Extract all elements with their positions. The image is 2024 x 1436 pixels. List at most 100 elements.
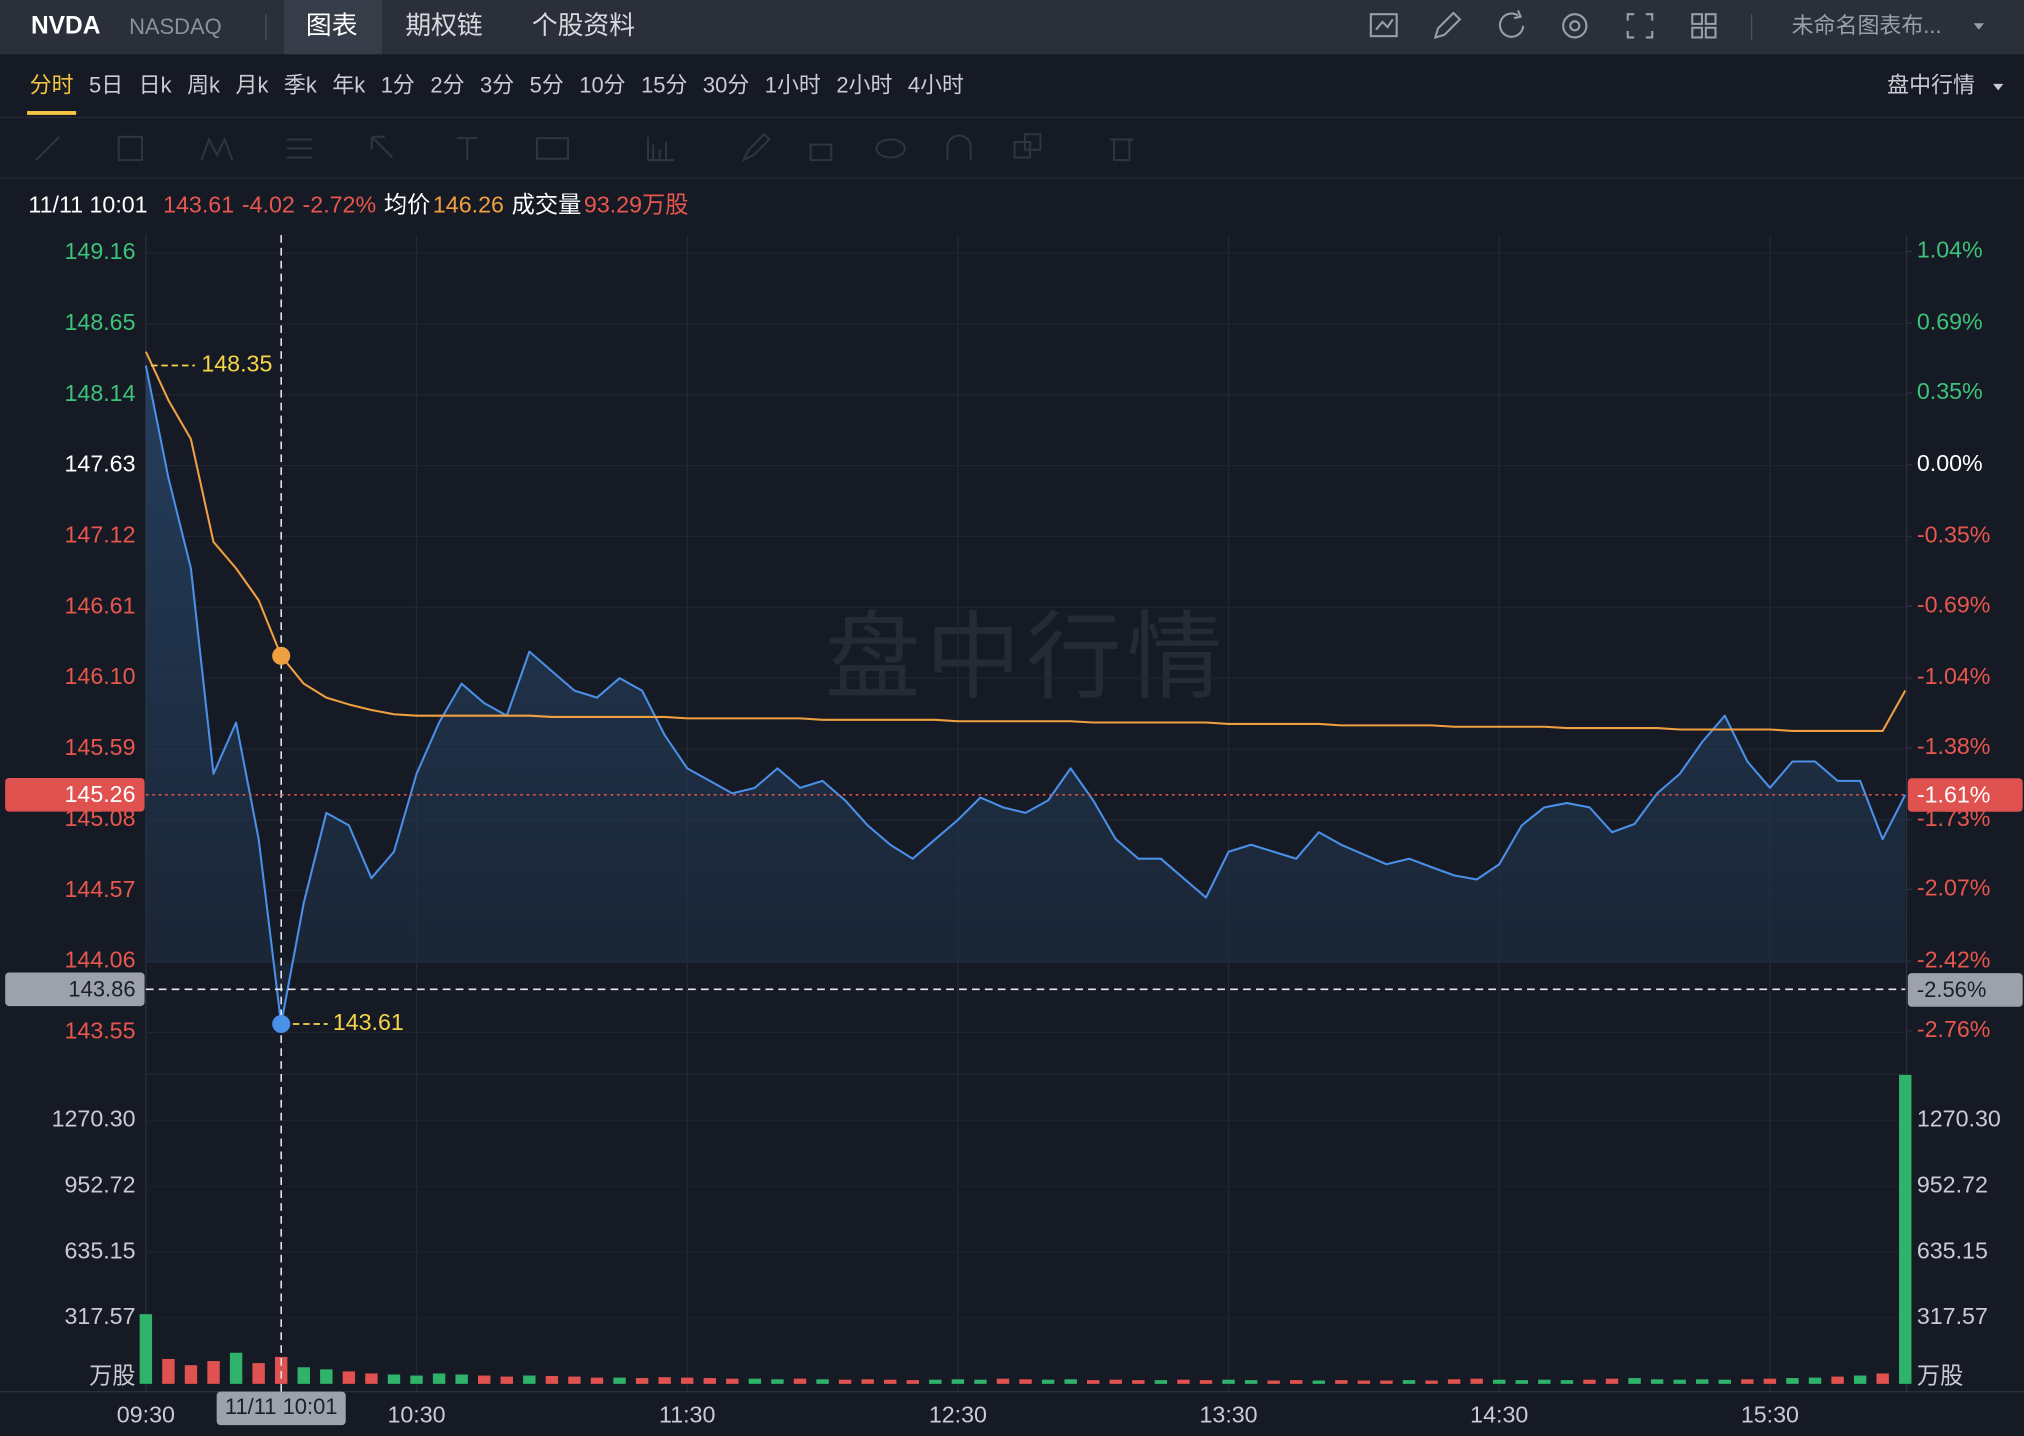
- x-tick-label: 14:30: [1470, 1401, 1528, 1427]
- period-button[interactable]: 季k: [284, 72, 317, 97]
- last-price-label: 145.26: [65, 781, 136, 807]
- last-price-box: [5, 778, 145, 812]
- tab[interactable]: 期权链: [405, 11, 483, 40]
- tool-fib[interactable]: [286, 138, 313, 159]
- volume-bar: [1357, 1380, 1371, 1384]
- layout-name[interactable]: 未命名图表布...: [1792, 13, 1942, 38]
- tool-clone-part: [1023, 133, 1042, 151]
- tool-line[interactable]: [35, 136, 61, 161]
- volume-bar: [816, 1379, 829, 1384]
- y2-tick-label: 952.72: [1917, 1171, 1988, 1197]
- last-pct-box: [1907, 778, 2023, 812]
- period-button[interactable]: 5分: [530, 72, 564, 97]
- y-tick-label: 952.72: [65, 1171, 136, 1197]
- x-tick-label: 10:30: [387, 1401, 445, 1427]
- volume-bar: [838, 1379, 852, 1384]
- volume-bar: [1763, 1378, 1777, 1384]
- period-button[interactable]: 周k: [187, 72, 220, 97]
- period-button[interactable]: 日k: [139, 72, 172, 97]
- tool-note[interactable]: [535, 137, 569, 160]
- symbol: NVDA: [31, 13, 101, 40]
- icon-refresh[interactable]: [1498, 9, 1525, 38]
- info-item: 93.29万股: [584, 192, 689, 218]
- y-tick-label: 149.16: [65, 238, 136, 264]
- icon-draw[interactable]: [1433, 11, 1462, 39]
- period-button[interactable]: 2小时: [836, 72, 892, 97]
- volume-bar: [410, 1375, 423, 1384]
- volume-unit: 万股: [1917, 1363, 1963, 1389]
- y-tick-label: 144.57: [65, 876, 136, 902]
- volume-bar: [478, 1375, 491, 1384]
- period-button[interactable]: 2分: [430, 72, 464, 97]
- x-tick-label: 13:30: [1200, 1401, 1258, 1427]
- volume-bar: [1786, 1378, 1799, 1384]
- volume-bar: [1132, 1380, 1145, 1384]
- y2-tick-label: 1.04%: [1917, 236, 1983, 262]
- period-button[interactable]: 月k: [236, 72, 269, 97]
- period-button[interactable]: 5日: [89, 72, 123, 97]
- volume-bar: [1696, 1379, 1709, 1384]
- y-tick-label: 146.61: [65, 592, 136, 618]
- icon-fullscreen[interactable]: [1626, 13, 1654, 39]
- volume-unit: 万股: [89, 1363, 135, 1389]
- icon-indicator-line: [1375, 18, 1394, 31]
- y2-tick-label: 0.69%: [1917, 308, 1983, 334]
- volume-bar: [884, 1379, 897, 1384]
- tool-hide[interactable]: [875, 138, 906, 159]
- volume-bar: [1402, 1380, 1416, 1384]
- price-dot: [272, 1014, 291, 1034]
- volume-bar: [861, 1379, 874, 1384]
- x-tick-label: 09:30: [117, 1401, 175, 1427]
- volume-bar: [1335, 1380, 1348, 1384]
- icon-settings[interactable]: [1562, 13, 1588, 39]
- tool-text[interactable]: [456, 137, 478, 161]
- volume-bar: [996, 1378, 1010, 1384]
- volume-bar: [139, 1314, 153, 1384]
- crosshair-x-box: [216, 1391, 346, 1426]
- period-button[interactable]: 10分: [579, 72, 625, 97]
- tool-measure[interactable]: [646, 136, 674, 162]
- period-button[interactable]: 1分: [381, 72, 415, 97]
- volume-bar: [500, 1376, 513, 1384]
- x-tick-label: 15:30: [1741, 1401, 1799, 1427]
- icon-layout[interactable]: [1691, 13, 1703, 25]
- period-button[interactable]: 15分: [641, 72, 687, 97]
- volume-bar: [681, 1377, 694, 1384]
- tool-lock[interactable]: [809, 143, 833, 162]
- tab[interactable]: 图表: [306, 11, 358, 40]
- volume-bar: [432, 1373, 446, 1384]
- tool-magnet[interactable]: [946, 134, 972, 161]
- volume-bar: [1109, 1379, 1122, 1384]
- volume-bar: [771, 1379, 784, 1384]
- tool-brush[interactable]: [741, 132, 771, 163]
- volume-bar: [703, 1378, 716, 1384]
- volume-bar: [297, 1367, 310, 1384]
- period-button[interactable]: 30分: [703, 72, 749, 97]
- volume-bar: [748, 1378, 762, 1384]
- period-button[interactable]: 年k: [332, 72, 365, 97]
- period-button[interactable]: 4小时: [908, 72, 964, 97]
- volume-bar: [523, 1375, 536, 1384]
- y-tick-label: 147.63: [65, 451, 136, 477]
- period-button[interactable]: 1小时: [765, 72, 821, 97]
- volume-bar: [1876, 1373, 1889, 1384]
- volume-bar: [342, 1371, 356, 1384]
- market-mode[interactable]: 盘中行情: [1887, 72, 1975, 97]
- tool-rect[interactable]: [117, 135, 144, 162]
- y-tick-label: 148.65: [65, 309, 136, 335]
- tool-delete[interactable]: [1110, 138, 1134, 162]
- volume-bar: [162, 1358, 175, 1384]
- period-underline: [27, 111, 77, 115]
- icon-indicator[interactable]: [1369, 13, 1398, 38]
- tool-arrow[interactable]: [370, 135, 394, 159]
- tool-pattern[interactable]: [200, 136, 234, 161]
- volume-bar: [1290, 1380, 1303, 1384]
- y-tick-label: 147.12: [65, 522, 136, 548]
- tab[interactable]: 个股资料: [532, 11, 635, 40]
- volume-bar: [365, 1373, 378, 1384]
- crosshair-y2-label: -2.56%: [1917, 977, 1987, 1002]
- period-button[interactable]: 分时: [30, 72, 74, 97]
- period-button[interactable]: 3分: [480, 72, 514, 97]
- volume-bar: [929, 1379, 942, 1384]
